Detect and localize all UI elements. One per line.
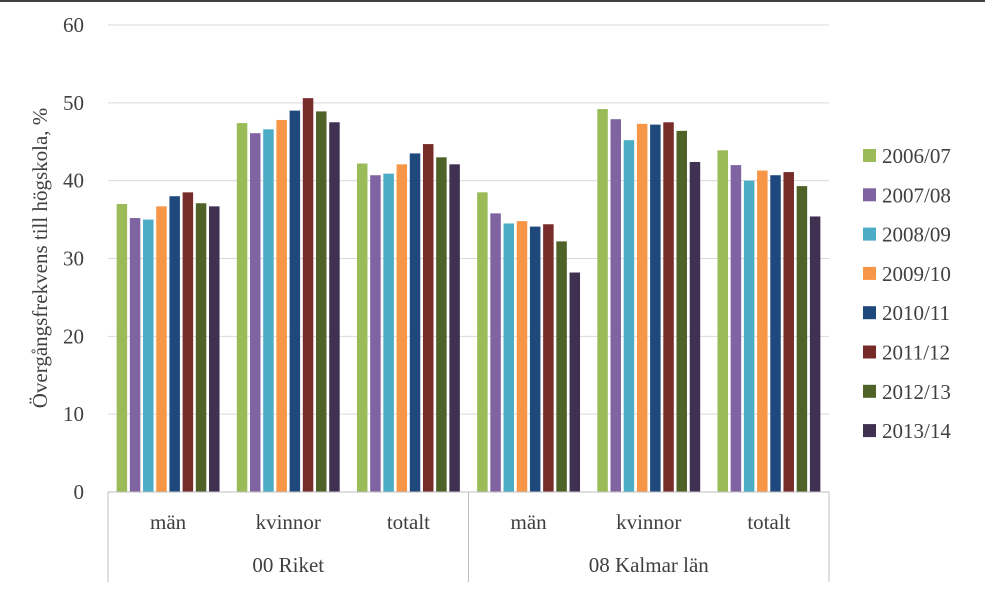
legend-label: 2008/09 — [882, 223, 951, 247]
bar — [623, 140, 635, 492]
y-axis-label: Övergångsfrekvens till högskola, % — [28, 108, 52, 409]
bar — [503, 223, 515, 493]
bar — [116, 204, 128, 492]
x-axis: män kvinnor totalt män kvinnor totalt 00 Riket… — [107, 491, 830, 582]
bar — [556, 241, 567, 492]
legend-label: 2009/10 — [882, 262, 951, 286]
bar — [396, 164, 408, 492]
bar — [757, 170, 768, 493]
x-tick-label: totalt — [747, 510, 790, 534]
bar — [529, 226, 541, 492]
bar — [689, 161, 701, 493]
bar — [236, 123, 248, 492]
y-tick-label: 50 — [63, 91, 84, 115]
bar — [636, 123, 648, 492]
x-group-label: 00 Riket — [252, 553, 324, 577]
bar — [610, 119, 621, 493]
bar — [809, 216, 821, 492]
bar — [156, 206, 167, 492]
bar — [169, 196, 180, 493]
bar — [449, 164, 460, 492]
bar — [209, 206, 220, 492]
y-axis-ticks: 0 10 20 30 40 50 60 — [63, 13, 84, 504]
legend-label: 2006/07 — [882, 144, 951, 168]
y-tick-label: 60 — [63, 13, 84, 37]
bar — [597, 109, 608, 492]
bar — [422, 144, 434, 492]
bar — [436, 157, 447, 492]
legend-swatch — [863, 149, 876, 162]
bar — [663, 122, 674, 492]
y-tick-label: 0 — [74, 480, 85, 504]
bar — [143, 219, 154, 492]
y-tick-label: 20 — [63, 324, 84, 348]
bar — [783, 172, 794, 492]
bar — [569, 272, 581, 492]
bar — [129, 218, 141, 492]
bar — [409, 153, 421, 492]
bar — [289, 110, 301, 493]
bar — [263, 129, 274, 493]
bar — [490, 213, 501, 493]
x-tick-label: kvinnor — [256, 510, 321, 534]
bar — [543, 224, 554, 492]
legend-swatch — [863, 188, 876, 202]
bar — [329, 122, 340, 492]
bar — [770, 175, 781, 492]
legend-swatch — [863, 345, 876, 359]
bar — [370, 175, 381, 492]
legend-swatch — [863, 424, 876, 438]
x-group-label: 08 Kalmar län — [589, 553, 710, 577]
y-tick-label: 40 — [63, 169, 84, 193]
bar — [676, 130, 687, 492]
x-tick-label: män — [150, 510, 187, 534]
legend: 2006/07 2007/08 2008/09 2009/10 2010/11 2011/… — [863, 144, 951, 443]
x-tick-label: män — [511, 510, 548, 534]
bar — [302, 98, 314, 492]
legend-label: 2011/12 — [882, 341, 950, 365]
y-tick-label: 30 — [63, 247, 84, 271]
bar — [516, 221, 528, 492]
legend-label: 2013/14 — [882, 419, 951, 443]
legend-swatch — [863, 306, 876, 320]
legend-swatch — [863, 384, 876, 398]
bar — [276, 119, 287, 493]
legend-label: 2010/11 — [882, 301, 950, 325]
legend-swatch — [863, 227, 876, 241]
legend-label: 2012/13 — [882, 380, 951, 404]
bar — [316, 111, 327, 493]
bar — [743, 180, 755, 493]
y-tick-label: 10 — [63, 402, 84, 426]
bar — [383, 173, 394, 492]
legend-swatch — [863, 266, 876, 280]
bar — [195, 203, 207, 493]
bar — [250, 133, 261, 492]
legend-label: 2007/08 — [882, 183, 951, 207]
bar — [796, 186, 808, 492]
bar — [650, 124, 661, 492]
bars — [116, 98, 821, 493]
x-tick-label: totalt — [387, 510, 430, 534]
bar — [477, 192, 488, 492]
bar — [356, 163, 368, 493]
gridlines — [108, 24, 829, 415]
bar — [182, 192, 194, 492]
bar — [717, 150, 728, 492]
x-tick-label: kvinnor — [616, 510, 681, 534]
bar — [730, 165, 742, 492]
